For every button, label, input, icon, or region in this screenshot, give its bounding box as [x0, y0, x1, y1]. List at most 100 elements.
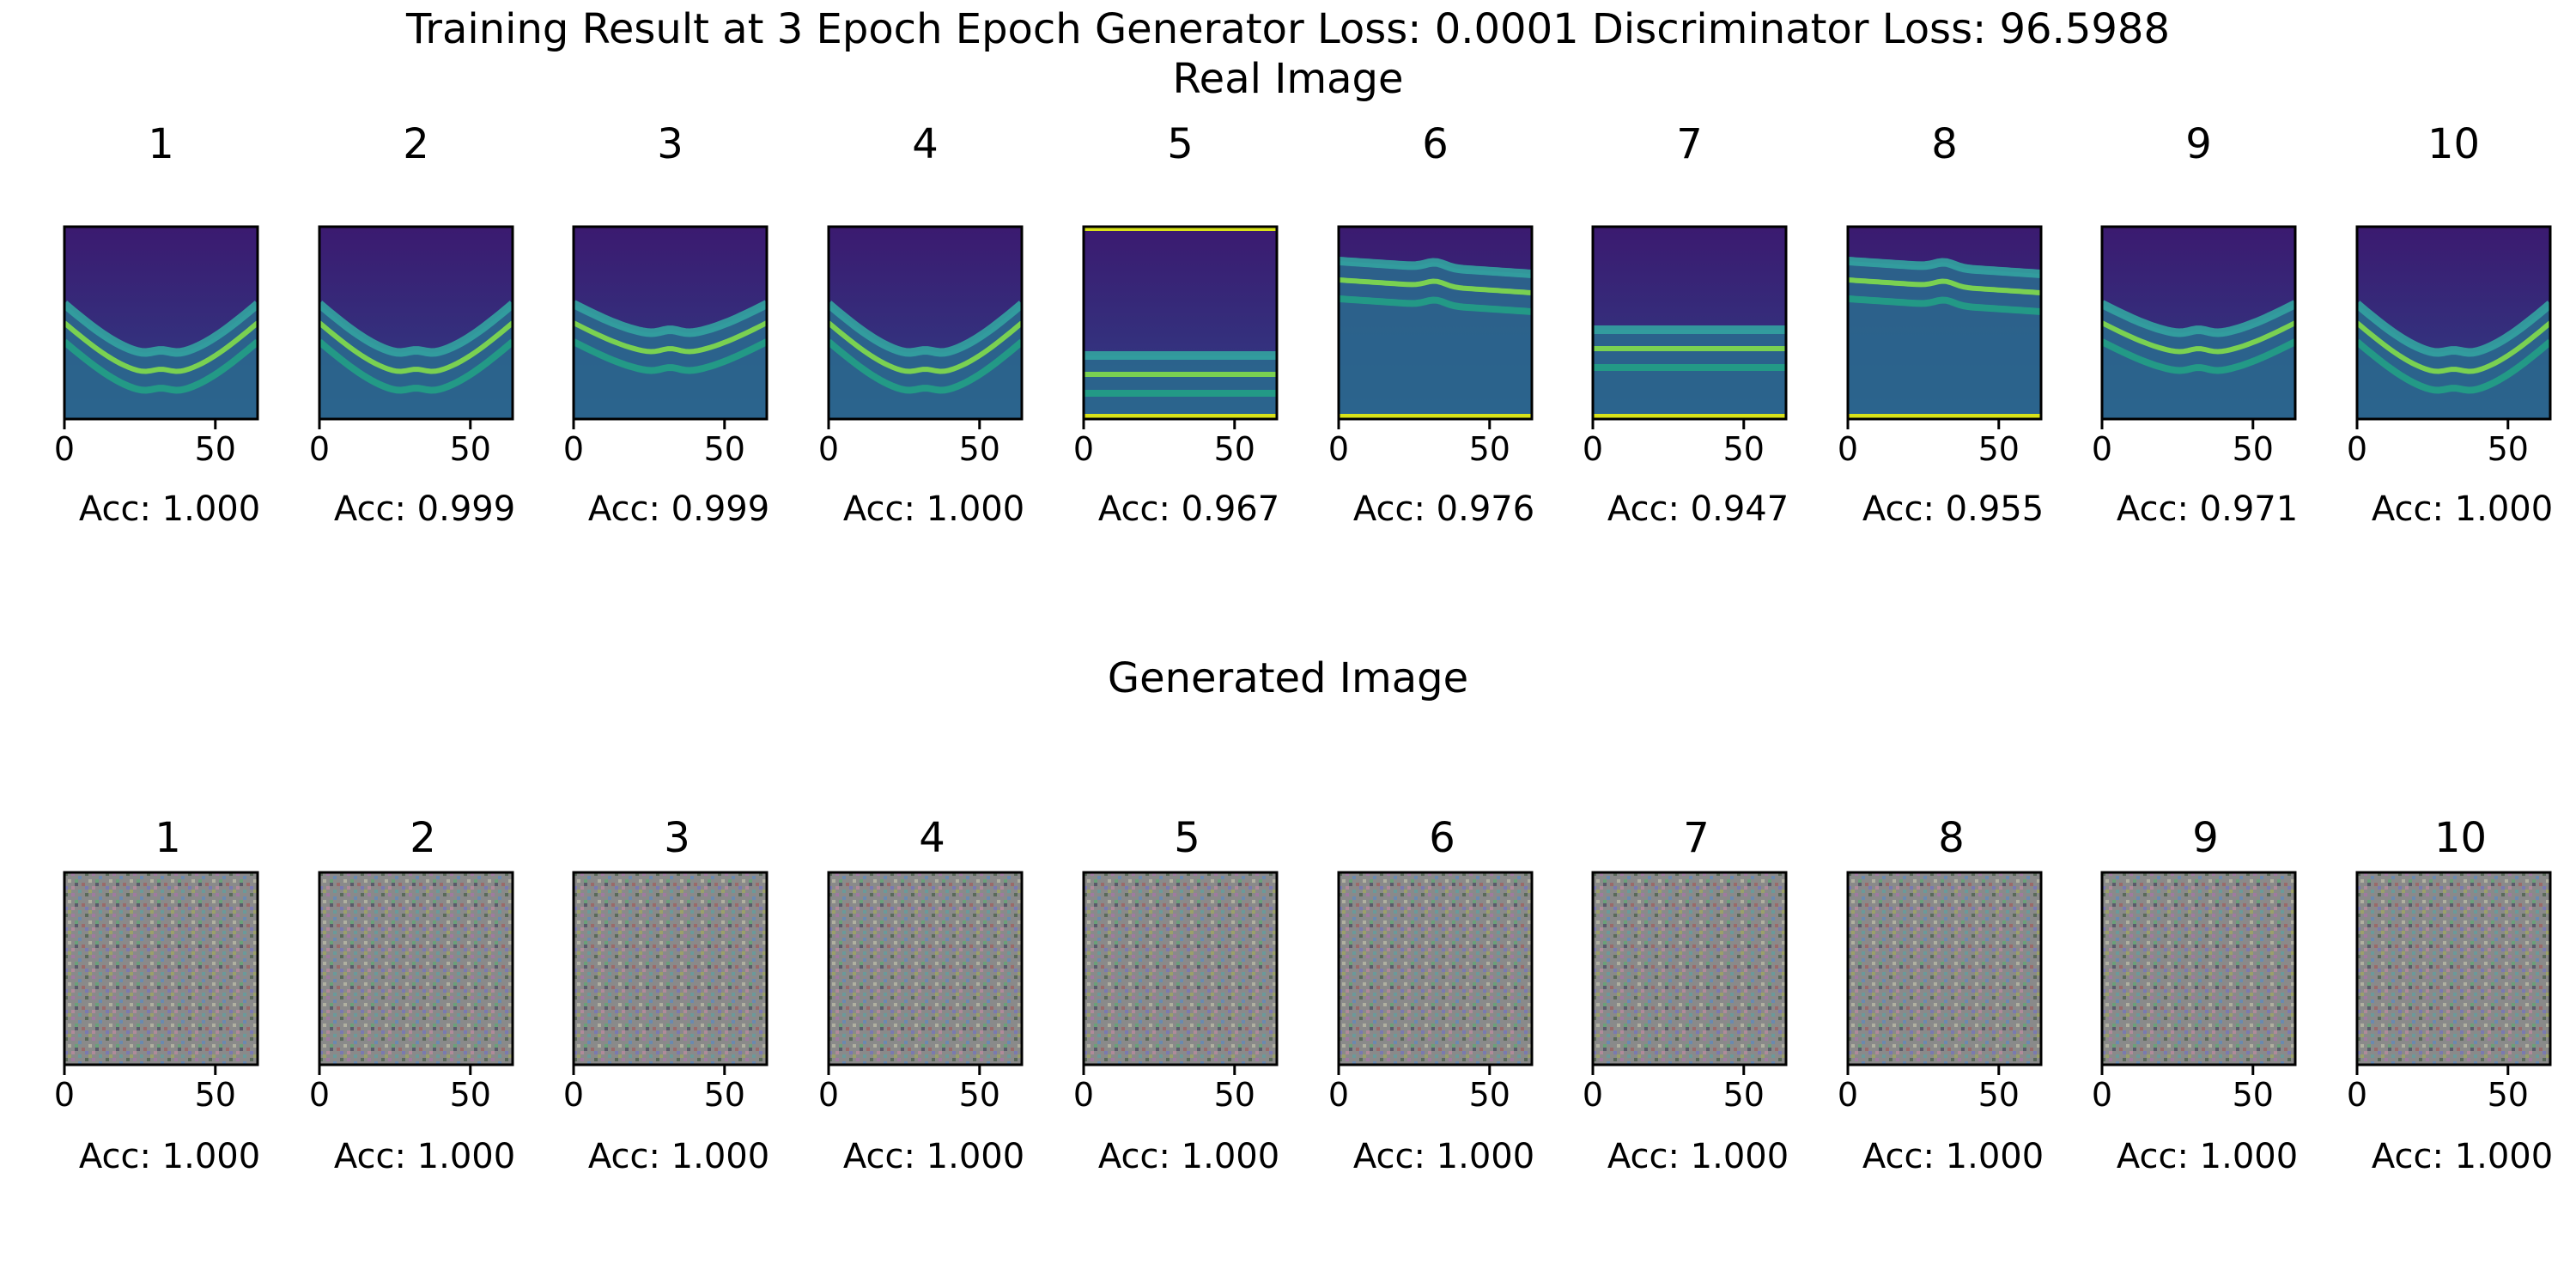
real-panel-title-3: 3: [657, 120, 683, 168]
x-tick-label: 0: [309, 430, 330, 468]
real-image-tile-3: 0 50: [563, 225, 769, 468]
generated-image-noise: [829, 872, 1022, 1065]
gen-accuracy-label-9: Acc: 1.000: [2117, 1137, 2298, 1176]
x-tick-label: 0: [1583, 1076, 1603, 1114]
x-tick-label: 0: [2347, 430, 2367, 468]
x-tick-label: 0: [1328, 430, 1349, 468]
x-tick-label: 50: [1469, 430, 1510, 468]
x-tick-label: 50: [1469, 1076, 1510, 1114]
gen-image-tile-5: 0 50: [1073, 871, 1279, 1114]
gen-panel-title-9: 9: [2192, 814, 2219, 862]
x-tick-label: 0: [563, 1076, 584, 1114]
x-tick-label: 50: [450, 1076, 491, 1114]
generated-image-noise: [1593, 872, 1786, 1065]
x-tick-label: 50: [959, 1076, 1000, 1114]
real-image-tile-2: 0 50: [309, 225, 514, 468]
generated-image-noise: [1339, 872, 1532, 1065]
generated-image-noise: [574, 872, 767, 1065]
real-panel-title-2: 2: [403, 120, 429, 168]
real-accuracy-label-6: Acc: 0.976: [1353, 489, 1534, 529]
gen-accuracy-label-10: Acc: 1.000: [2372, 1137, 2553, 1176]
x-tick-label: 50: [1723, 1076, 1765, 1114]
gen-accuracy-label-8: Acc: 1.000: [1862, 1137, 2044, 1176]
real-image-tile-1: 0 50: [54, 225, 259, 468]
real-accuracy-label-10: Acc: 1.000: [2372, 489, 2553, 529]
x-tick-label: 50: [1214, 430, 1255, 468]
x-tick-label: 0: [1073, 430, 1094, 468]
gen-image-tile-8: 0 50: [1838, 871, 2043, 1114]
gen-image-tile-4: 0 50: [818, 871, 1024, 1114]
gen-panel-title-1: 1: [155, 814, 181, 862]
x-tick-label: 0: [309, 1076, 330, 1114]
x-tick-label: 0: [54, 430, 75, 468]
x-tick-label: 0: [2347, 1076, 2367, 1114]
x-tick-label: 50: [450, 430, 491, 468]
gen-accuracy-label-3: Acc: 1.000: [588, 1137, 769, 1176]
gen-panel-title-5: 5: [1174, 814, 1200, 862]
x-tick-label: 50: [195, 430, 236, 468]
real-section-title: Real Image: [1172, 55, 1404, 103]
real-image-tile-6: 0 50: [1328, 225, 1534, 468]
generated-image-noise: [2357, 872, 2550, 1065]
real-image-tile-10: 0 50: [2347, 225, 2552, 468]
x-tick-label: 50: [195, 1076, 236, 1114]
real-image-tile-5: 0 50: [1073, 225, 1279, 468]
gen-panel-title-10: 10: [2434, 814, 2487, 862]
gen-accuracy-label-2: Acc: 1.000: [334, 1137, 515, 1176]
real-accuracy-label-7: Acc: 0.947: [1607, 489, 1789, 529]
gen-image-tile-1: 0 50: [54, 871, 259, 1114]
real-panel-title-5: 5: [1167, 120, 1194, 168]
x-tick-label: 0: [818, 1076, 839, 1114]
generated-image-noise: [319, 872, 513, 1065]
gen-panel-title-7: 7: [1683, 814, 1710, 862]
x-tick-label: 50: [1978, 430, 2020, 468]
real-panel-title-6: 6: [1422, 120, 1449, 168]
x-tick-label: 50: [704, 430, 745, 468]
gen-image-tile-3: 0 50: [563, 871, 769, 1114]
real-accuracy-label-8: Acc: 0.955: [1862, 489, 2044, 529]
generated-image-noise: [2102, 872, 2295, 1065]
x-tick-label: 0: [1583, 430, 1603, 468]
gen-panel-title-4: 4: [919, 814, 945, 862]
real-panel-title-4: 4: [912, 120, 939, 168]
real-accuracy-label-2: Acc: 0.999: [334, 489, 515, 529]
real-accuracy-label-3: Acc: 0.999: [588, 489, 769, 529]
gen-accuracy-label-1: Acc: 1.000: [79, 1137, 260, 1176]
gen-panel-title-2: 2: [410, 814, 436, 862]
x-tick-label: 50: [2233, 1076, 2274, 1114]
real-panel-title-10: 10: [2427, 120, 2480, 168]
gen-accuracy-label-7: Acc: 1.000: [1607, 1137, 1789, 1176]
x-tick-label: 0: [2092, 1076, 2112, 1114]
generated-image-noise: [1848, 872, 2041, 1065]
x-tick-label: 50: [959, 430, 1000, 468]
gen-image-tile-7: 0 50: [1583, 871, 1788, 1114]
real-image-tile-7: 0 50: [1583, 225, 1788, 468]
x-tick-label: 0: [1073, 1076, 1094, 1114]
real-panel-title-1: 1: [148, 120, 174, 168]
x-tick-label: 50: [2488, 430, 2529, 468]
gen-accuracy-label-5: Acc: 1.000: [1098, 1137, 1279, 1176]
x-tick-label: 0: [2092, 430, 2112, 468]
x-tick-label: 50: [2488, 1076, 2529, 1114]
real-image-tile-9: 0 50: [2092, 225, 2297, 468]
x-tick-label: 0: [1838, 430, 1858, 468]
gen-panel-title-8: 8: [1938, 814, 1965, 862]
real-panel-title-8: 8: [1931, 120, 1958, 168]
real-accuracy-label-5: Acc: 0.967: [1098, 489, 1279, 529]
x-tick-label: 0: [1838, 1076, 1858, 1114]
gen-image-tile-10: 0 50: [2347, 871, 2552, 1114]
real-accuracy-label-1: Acc: 1.000: [79, 489, 260, 529]
gen-panel-title-6: 6: [1429, 814, 1455, 862]
generated-image-noise: [1084, 872, 1277, 1065]
generated-section-title: Generated Image: [1107, 654, 1469, 702]
real-image-tile-8: 0 50: [1838, 225, 2043, 468]
real-image-tile-4: 0 50: [818, 225, 1024, 468]
gen-image-tile-9: 0 50: [2092, 871, 2297, 1114]
gen-image-tile-2: 0 50: [309, 871, 514, 1114]
x-tick-label: 50: [1978, 1076, 2020, 1114]
real-panel-title-9: 9: [2185, 120, 2212, 168]
real-panel-title-7: 7: [1676, 120, 1703, 168]
